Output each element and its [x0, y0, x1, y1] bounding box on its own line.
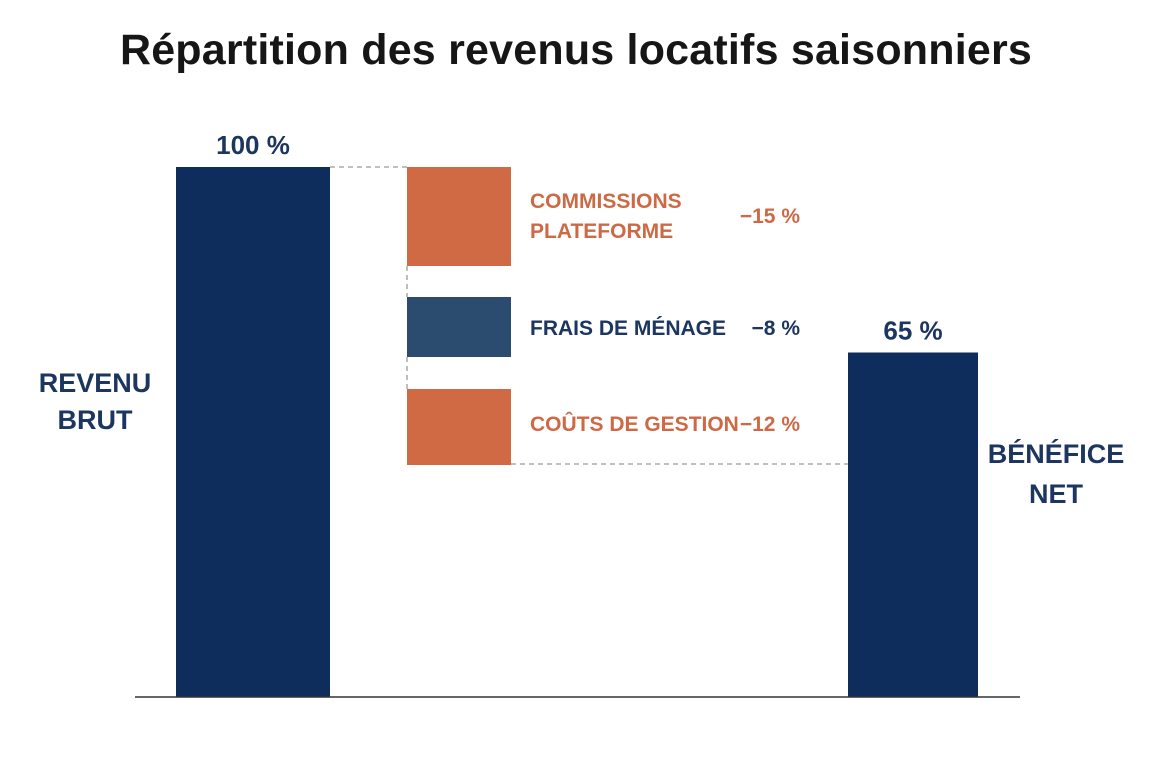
category-label-net: BÉNÉFICE — [988, 438, 1125, 469]
category-label-gross: BRUT — [58, 405, 133, 435]
deduction-label-platform: COMMISSIONS — [530, 190, 682, 213]
deduction-value-platform: −15 % — [740, 205, 800, 228]
deduction-label-cleaning: FRAIS DE MÉNAGE — [530, 317, 726, 340]
deduction-value-management: −12 % — [740, 413, 800, 436]
value-label-gross: 100 % — [216, 130, 290, 160]
chart-bars — [176, 167, 978, 697]
deduction-label-platform: PLATEFORME — [530, 220, 673, 243]
chart-labels: 100 % REVENU BRUT 65 % BÉNÉFICE NET COMMISSION… — [39, 130, 1125, 509]
bar-deduction-management — [407, 389, 511, 465]
bar-deduction-cleaning — [407, 297, 511, 357]
bar-net — [848, 352, 978, 697]
bar-gross — [176, 167, 330, 697]
category-label-net: NET — [1029, 479, 1084, 509]
deduction-value-cleaning: −8 % — [752, 317, 801, 340]
category-label-gross: REVENU — [39, 368, 152, 398]
bar-deduction-platform — [407, 167, 511, 266]
deduction-label-management: COÛTS DE GESTION — [530, 412, 739, 436]
value-label-net: 65 % — [883, 316, 942, 346]
chart-title: Répartition des revenus locatifs saisonn… — [119, 26, 1033, 74]
connector-lines — [330, 166, 848, 465]
